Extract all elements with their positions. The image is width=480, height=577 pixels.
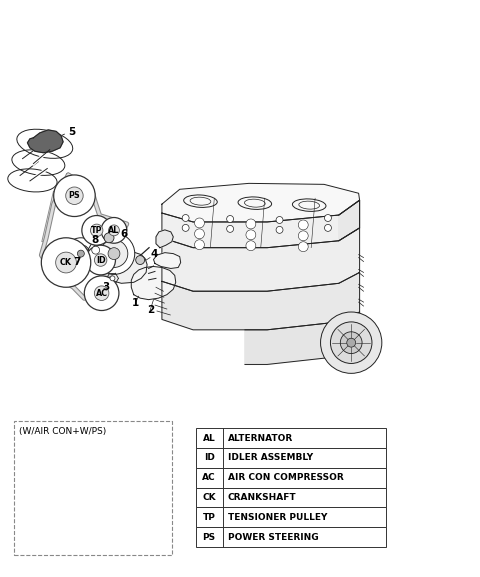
Circle shape — [104, 233, 114, 243]
Circle shape — [298, 231, 308, 241]
Text: 2: 2 — [147, 305, 155, 315]
Text: 8: 8 — [92, 235, 99, 245]
Bar — [195, 527, 386, 547]
Circle shape — [347, 338, 356, 347]
Bar — [195, 428, 386, 448]
Circle shape — [182, 215, 189, 222]
Text: ID: ID — [96, 256, 106, 264]
Circle shape — [182, 224, 189, 231]
Text: AL: AL — [108, 226, 120, 235]
Text: (W/AIR CON+W/PS): (W/AIR CON+W/PS) — [19, 427, 106, 436]
Circle shape — [246, 241, 256, 250]
Text: IDLER ASSEMBLY: IDLER ASSEMBLY — [228, 454, 313, 462]
Circle shape — [65, 238, 96, 269]
Circle shape — [108, 225, 120, 236]
Polygon shape — [154, 253, 180, 268]
Text: CK: CK — [60, 258, 72, 267]
Polygon shape — [162, 200, 360, 248]
Text: 6: 6 — [120, 229, 128, 239]
Circle shape — [194, 240, 204, 250]
Text: 3: 3 — [103, 282, 110, 292]
Circle shape — [227, 226, 234, 233]
Circle shape — [298, 220, 308, 230]
Bar — [195, 507, 386, 527]
Circle shape — [41, 238, 91, 287]
Polygon shape — [131, 267, 176, 299]
Text: CRANKSHAFT: CRANKSHAFT — [228, 493, 296, 502]
Circle shape — [86, 245, 116, 275]
Text: AC: AC — [202, 473, 216, 482]
Circle shape — [77, 250, 84, 257]
Circle shape — [276, 226, 283, 233]
Text: 7: 7 — [73, 257, 81, 267]
Text: TENSIONER PULLEY: TENSIONER PULLEY — [228, 513, 327, 522]
Circle shape — [321, 312, 382, 373]
Circle shape — [54, 175, 95, 216]
Circle shape — [66, 187, 83, 204]
Circle shape — [246, 219, 256, 229]
Bar — [195, 448, 386, 468]
Polygon shape — [339, 200, 360, 241]
Text: ALTERNATOR: ALTERNATOR — [228, 434, 293, 443]
Text: PS: PS — [69, 191, 80, 200]
Polygon shape — [162, 183, 360, 222]
Polygon shape — [156, 230, 173, 248]
Circle shape — [194, 229, 204, 239]
Text: POWER STEERING: POWER STEERING — [228, 533, 318, 542]
Text: CK: CK — [202, 493, 216, 502]
Circle shape — [93, 233, 135, 275]
Text: TP: TP — [91, 226, 102, 235]
Text: ID: ID — [204, 454, 215, 462]
Circle shape — [92, 246, 100, 254]
Bar — [195, 468, 386, 488]
Circle shape — [90, 224, 103, 237]
Circle shape — [340, 332, 362, 354]
Circle shape — [82, 216, 111, 245]
Circle shape — [110, 276, 115, 281]
Circle shape — [84, 276, 119, 310]
Circle shape — [136, 256, 144, 264]
Circle shape — [246, 230, 256, 240]
Text: PS: PS — [203, 533, 216, 542]
Circle shape — [324, 224, 331, 231]
Circle shape — [72, 245, 90, 263]
Circle shape — [330, 322, 372, 364]
Circle shape — [194, 218, 204, 228]
Bar — [195, 488, 386, 507]
FancyBboxPatch shape — [13, 421, 172, 556]
Circle shape — [227, 216, 234, 223]
Circle shape — [108, 248, 120, 260]
Text: 4: 4 — [150, 249, 157, 258]
Circle shape — [56, 252, 76, 273]
Text: TP: TP — [203, 513, 216, 522]
Circle shape — [95, 254, 107, 266]
Circle shape — [324, 215, 331, 222]
Polygon shape — [162, 228, 360, 291]
Text: AIR CON COMPRESSOR: AIR CON COMPRESSOR — [228, 473, 343, 482]
Text: 5: 5 — [69, 128, 76, 137]
Circle shape — [100, 240, 128, 268]
Text: AC: AC — [96, 288, 108, 298]
Circle shape — [298, 242, 308, 252]
Circle shape — [95, 286, 109, 301]
Circle shape — [276, 216, 283, 223]
Polygon shape — [245, 312, 360, 365]
Polygon shape — [108, 253, 147, 283]
Text: AL: AL — [203, 434, 216, 443]
Circle shape — [101, 218, 127, 243]
Polygon shape — [27, 130, 63, 153]
Polygon shape — [162, 272, 360, 330]
Text: 1: 1 — [132, 298, 140, 308]
